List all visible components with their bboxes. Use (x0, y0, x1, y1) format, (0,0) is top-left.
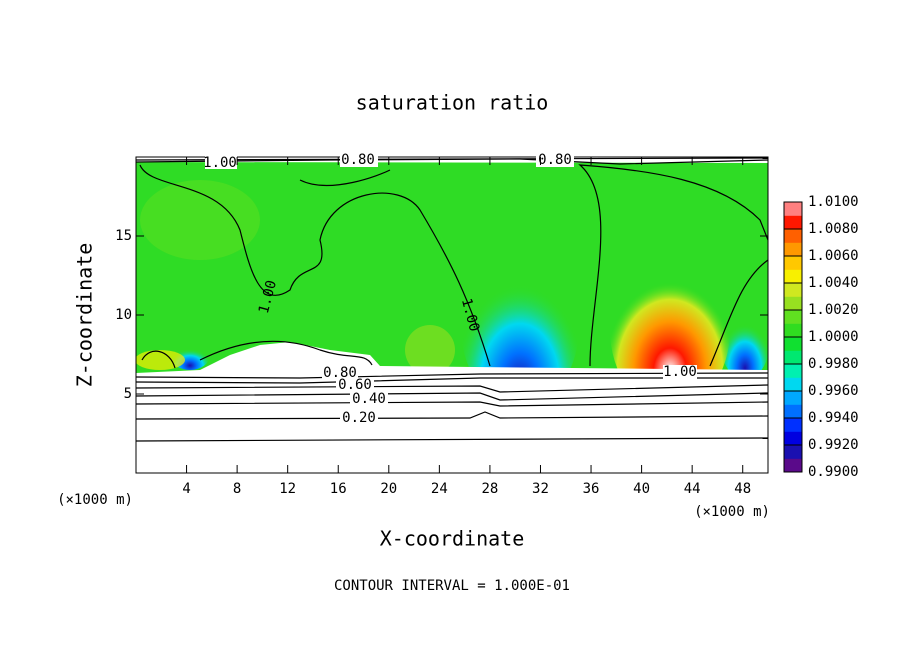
colorbar-band (784, 418, 802, 432)
colorbar-band (784, 256, 802, 270)
y-tick-label: 10 (115, 307, 132, 323)
colorbar-label: 1.0060 (808, 248, 859, 264)
colorbar-label: 1.0040 (808, 275, 859, 291)
colorbar-label: 0.9960 (808, 383, 859, 399)
field (136, 157, 768, 473)
x-tick-label: 16 (330, 481, 347, 497)
x-tick-label: 4 (182, 481, 190, 497)
x-tick-label: 24 (431, 481, 448, 497)
x-tick-label: 20 (380, 481, 397, 497)
chart-title: saturation ratio (356, 91, 549, 115)
colorbar-band (784, 296, 802, 311)
contour-label: 0.20 (342, 410, 376, 426)
x-unit: (×1000 m) (694, 504, 770, 520)
colorbar-label: 0.9980 (808, 356, 859, 372)
colorbar-label: 0.9940 (808, 410, 859, 426)
colorbar-band (784, 431, 802, 446)
contour-label: 1.00 (203, 155, 237, 171)
colorbar-band (784, 458, 802, 473)
colorbar-band (784, 215, 802, 230)
colorbar-label: 1.0080 (808, 221, 859, 237)
x-tick-label: 32 (532, 481, 549, 497)
x-tick-label: 28 (481, 481, 498, 497)
colorbar-band (784, 242, 802, 257)
colorbar-band (784, 310, 802, 324)
contour-label: 0.40 (352, 391, 386, 407)
colorbar-label: 0.9920 (808, 437, 859, 453)
x-axis-label: X-coordinate (380, 527, 525, 551)
colorbar-label: 1.0020 (808, 302, 859, 318)
contour-label: 0.60 (338, 377, 372, 393)
x-tick-label: 8 (233, 481, 241, 497)
colorbar-band (784, 404, 802, 419)
x-tick-label: 36 (583, 481, 600, 497)
contour-label: 1.00 (663, 364, 697, 380)
y-tick-label: 15 (115, 228, 132, 244)
colorbar-band (784, 377, 802, 392)
colorbar-band (784, 350, 802, 365)
colorbar-label: 1.0000 (808, 329, 859, 345)
contour-label: 0.80 (341, 152, 375, 168)
x-tick-label: 40 (633, 481, 650, 497)
x-tick-label: 48 (734, 481, 751, 497)
contour-label: 0.80 (538, 152, 572, 168)
contour-label: 0.80 (323, 365, 357, 381)
colorbar-band (784, 283, 802, 297)
colorbar-band (784, 364, 802, 378)
colorbar-label: 0.9900 (808, 464, 859, 480)
colorbar-band (784, 391, 802, 405)
colorbar-label: 1.0100 (808, 194, 859, 210)
colorbar-band (784, 323, 802, 338)
y-axis-label: Z-coordinate (73, 243, 97, 388)
colorbar-band (784, 202, 802, 216)
x-tick-label: 12 (279, 481, 296, 497)
x-tick-label: 44 (684, 481, 701, 497)
y-unit: (×1000 m) (57, 492, 133, 508)
footer: CONTOUR INTERVAL = 1.000E-01 (334, 578, 570, 594)
colorbar-band (784, 229, 802, 243)
colorbar-band (784, 445, 802, 459)
y-tick-label: 5 (124, 386, 132, 402)
colorbar-band (784, 337, 802, 351)
colorbar-band (784, 269, 802, 284)
